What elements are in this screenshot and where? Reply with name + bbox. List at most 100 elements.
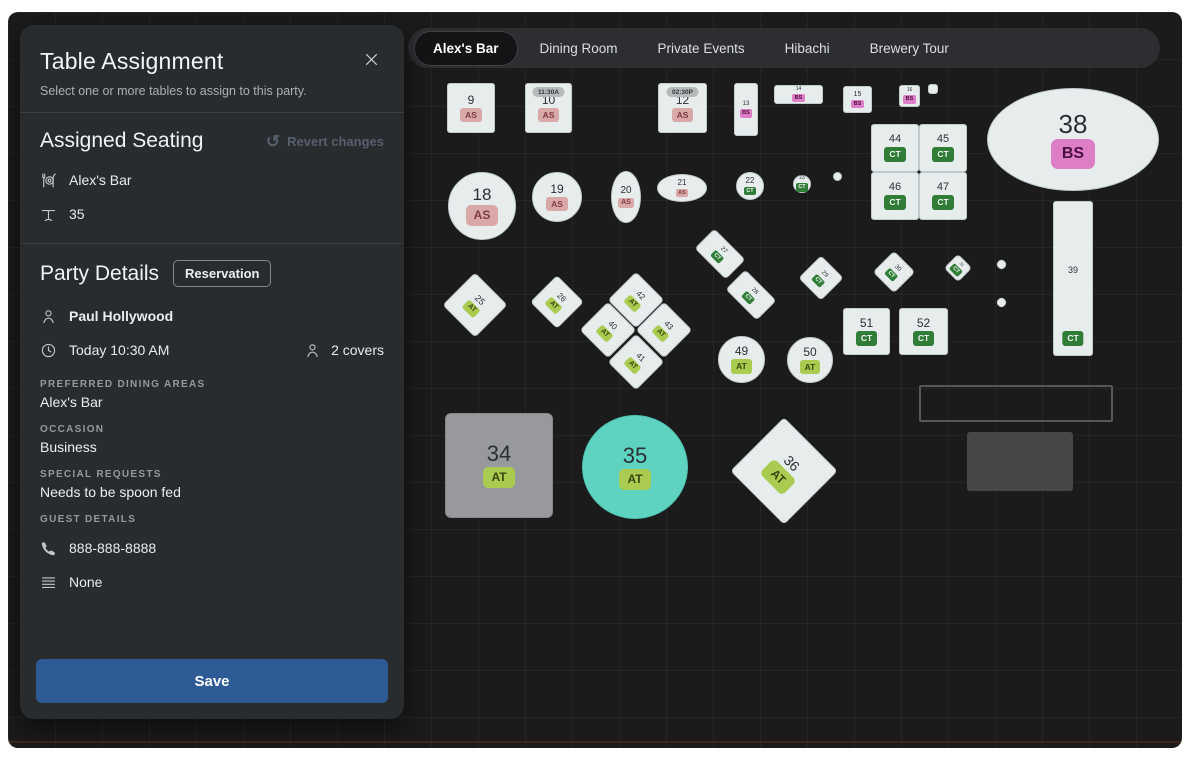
table-34[interactable]: 34 AT bbox=[445, 413, 553, 518]
table-38[interactable]: 38 BS bbox=[987, 88, 1159, 191]
table-23[interactable]: 23 CT bbox=[793, 175, 811, 193]
server-badge-ct: CT bbox=[1062, 331, 1084, 346]
close-button[interactable] bbox=[359, 47, 384, 75]
table-29[interactable]: 29 CT bbox=[798, 255, 844, 301]
table-number: 38 bbox=[1058, 108, 1088, 139]
table-number: 52 bbox=[916, 316, 931, 331]
revert-changes-button[interactable]: ↺ Revert changes bbox=[266, 133, 384, 150]
floor-shape bbox=[967, 432, 1073, 491]
bottom-accent-line bbox=[8, 741, 1182, 743]
table-number: 39 bbox=[1067, 265, 1078, 276]
table-number: 9 bbox=[467, 92, 475, 107]
table-number: 35 bbox=[622, 442, 648, 468]
table-46[interactable]: 46 CT bbox=[871, 172, 919, 220]
table-49[interactable]: 49 AT bbox=[718, 336, 765, 383]
table-25[interactable]: 25 AT bbox=[442, 272, 508, 338]
table-26[interactable]: 26 AT bbox=[530, 275, 584, 329]
table-28[interactable]: 28 CT bbox=[725, 269, 777, 321]
table-number: 22 bbox=[745, 175, 755, 185]
server-badge-as: AS bbox=[617, 197, 635, 209]
table-20[interactable]: 20 AS bbox=[611, 171, 641, 223]
party-details-section: Party Details Reservation Paul Hollywood… bbox=[20, 244, 404, 611]
table-assignment-panel: Table Assignment Select one or more tabl… bbox=[20, 25, 404, 719]
person-icon bbox=[40, 308, 57, 325]
table-51[interactable]: 51 CT bbox=[843, 308, 890, 355]
floor-shape bbox=[833, 172, 842, 181]
table-16[interactable]: 16 BS bbox=[899, 85, 920, 107]
tab-private-events[interactable]: Private Events bbox=[640, 32, 763, 65]
tab-brewery-tour[interactable]: Brewery Tour bbox=[852, 32, 967, 65]
table-35[interactable]: 35 AT bbox=[582, 415, 688, 519]
table-31[interactable]: 31 CT bbox=[943, 253, 973, 283]
special-requests-value: Needs to be spoon fed bbox=[40, 484, 181, 500]
table-36[interactable]: 36 AT bbox=[730, 417, 838, 525]
table-number: 19 bbox=[550, 181, 564, 196]
floor-shape bbox=[995, 258, 1008, 271]
table-number: 18 bbox=[472, 185, 492, 204]
table-14[interactable]: 14 BS bbox=[774, 85, 823, 104]
table-12[interactable]: 02:30P 12 AS bbox=[658, 83, 707, 133]
table-number: 31 bbox=[958, 260, 966, 268]
server-badge-ct: CT bbox=[884, 195, 906, 210]
table-27[interactable]: 27 CT bbox=[694, 228, 746, 280]
table-44[interactable]: 44 CT bbox=[871, 124, 919, 172]
table-22[interactable]: 22 CT bbox=[736, 172, 764, 200]
floor-shape bbox=[928, 84, 938, 94]
table-number: 27 bbox=[719, 245, 729, 255]
table-18[interactable]: 18 AS bbox=[448, 172, 516, 240]
reservation-time: Today 10:30 AM bbox=[69, 342, 170, 358]
table-30[interactable]: 30 CT bbox=[872, 250, 916, 294]
table-45[interactable]: 45 CT bbox=[919, 124, 967, 172]
table-39[interactable]: 39 CT bbox=[1053, 201, 1093, 356]
save-button[interactable]: Save bbox=[36, 659, 388, 703]
dining-area-icon bbox=[40, 172, 57, 189]
server-badge-bs: BS bbox=[903, 95, 916, 104]
special-requests-label: SPECIAL REQUESTS bbox=[40, 469, 162, 480]
server-badge-ct: CT bbox=[884, 147, 906, 162]
panel-body: Assigned Seating ↺ Revert changes Alex's… bbox=[20, 113, 404, 645]
server-badge-as: AS bbox=[465, 205, 499, 226]
panel-header: Table Assignment Select one or more tabl… bbox=[20, 25, 404, 113]
floor-tabs: Alex's Bar Dining Room Private Events Hibac… bbox=[408, 28, 1160, 68]
preferred-dining-areas-label: PREFERRED DINING AREAS bbox=[40, 379, 206, 390]
server-badge-at: AT bbox=[731, 359, 752, 374]
table-number: 47 bbox=[936, 181, 950, 194]
assigned-area-row: Alex's Bar bbox=[40, 165, 384, 195]
table-15[interactable]: 15 BS bbox=[843, 86, 872, 113]
server-badge-ct: CT bbox=[932, 147, 954, 162]
server-badge-bs: BS bbox=[739, 109, 753, 118]
assigned-seating-section: Assigned Seating ↺ Revert changes Alex's… bbox=[20, 113, 404, 244]
preferred-dining-areas-value: Alex's Bar bbox=[40, 394, 103, 410]
table-10[interactable]: 11:30A 10 AS bbox=[525, 83, 572, 133]
table-9[interactable]: 9 AS bbox=[447, 83, 495, 133]
covers-count: 2 covers bbox=[331, 342, 384, 358]
notes-value: None bbox=[69, 574, 103, 590]
tab-alex-s-bar[interactable]: Alex's Bar bbox=[414, 30, 518, 66]
phone-icon bbox=[40, 540, 57, 557]
table-47[interactable]: 47 CT bbox=[919, 172, 967, 220]
table-icon bbox=[40, 206, 57, 223]
notes-icon bbox=[40, 574, 57, 591]
table-number: 28 bbox=[750, 286, 760, 296]
table-number: 29 bbox=[820, 269, 830, 279]
table-number: 15 bbox=[853, 90, 862, 98]
table-50[interactable]: 50 AT bbox=[787, 337, 833, 383]
server-badge-as: AS bbox=[671, 107, 694, 123]
table-number: 44 bbox=[888, 133, 902, 146]
time-covers-row: Today 10:30 AM 2 covers bbox=[40, 335, 384, 365]
table-13[interactable]: 13 BS bbox=[734, 83, 758, 136]
tab-dining-room[interactable]: Dining Room bbox=[522, 32, 636, 65]
table-time-tag: 11:30A bbox=[532, 87, 565, 97]
server-badge-at: AT bbox=[483, 467, 515, 488]
server-badge-ct: CT bbox=[743, 186, 757, 196]
tab-hibachi[interactable]: Hibachi bbox=[767, 32, 848, 65]
server-badge-at: AT bbox=[619, 468, 651, 490]
assigned-area-value: Alex's Bar bbox=[69, 172, 132, 188]
server-badge-as: AS bbox=[546, 196, 568, 212]
table-number: 21 bbox=[677, 177, 687, 187]
occasion-value: Business bbox=[40, 439, 97, 455]
table-52[interactable]: 52 CT bbox=[899, 308, 948, 355]
table-19[interactable]: 19 AS bbox=[532, 172, 582, 222]
table-21[interactable]: 21 AS bbox=[657, 174, 707, 202]
server-badge-bs: BS bbox=[1050, 138, 1096, 169]
